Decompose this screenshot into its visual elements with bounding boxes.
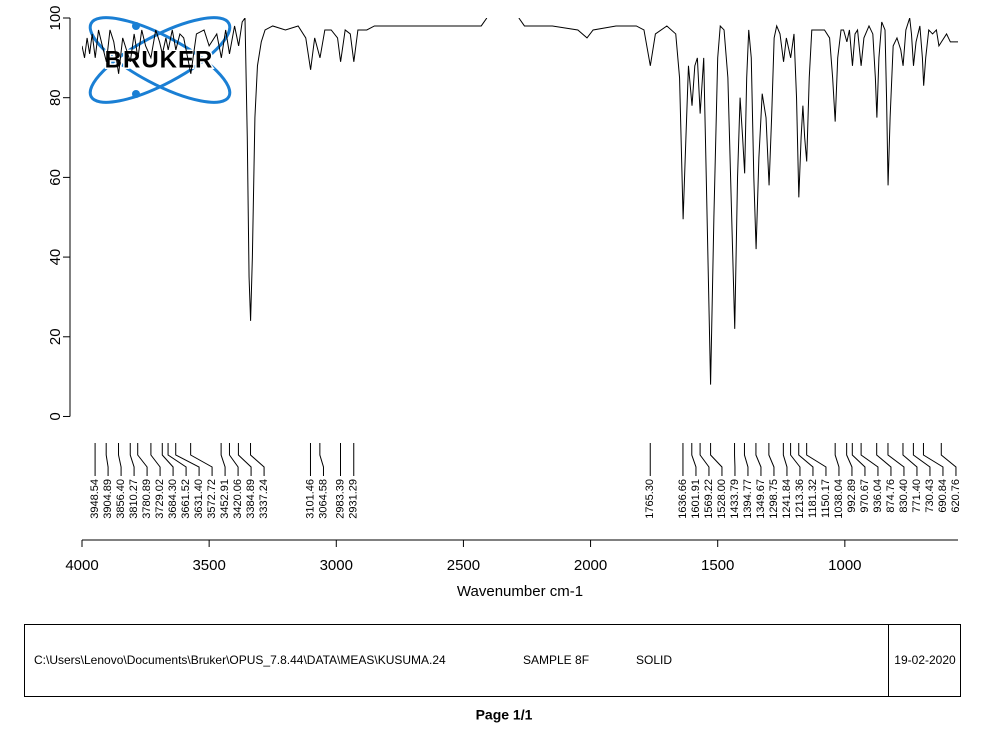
peak-label: 771.40 [911,479,923,513]
peak-label: 690.84 [937,479,949,513]
peak-label: 3661.52 [180,479,192,519]
peak-label: 3101.46 [304,479,316,519]
peak-label: 1394.77 [742,479,754,519]
peak-label: 1433.79 [729,479,741,519]
y-tick-label: 60 [47,169,64,186]
peak-label: 874.76 [885,479,897,513]
peak-label: 1601.91 [690,479,702,519]
peak-label: 1038.04 [833,479,845,519]
x-tick-label: 3000 [320,557,353,574]
peak-label: 3856.40 [115,479,127,519]
peak-label: 1349.67 [755,479,767,519]
y-tick-label: 40 [47,249,64,266]
peak-label: 3384.89 [245,479,257,519]
peak-label: 3810.27 [128,479,140,519]
x-tick-label: 2000 [574,557,607,574]
x-tick-label: 4000 [65,557,98,574]
peak-label: 3064.58 [317,479,329,519]
peak-label: 3420.06 [232,479,244,519]
y-tick-label: 20 [47,328,64,345]
peak-label: 3452.91 [219,479,231,519]
peak-label: 2931.29 [348,479,360,519]
peak-label: 1213.36 [794,479,806,519]
logo-dot [132,90,140,98]
footer-sample: SAMPLE 8F [523,653,589,667]
peak-label: 936.04 [872,479,884,513]
peak-label: 730.43 [924,479,936,513]
peak-label: 3684.30 [167,479,179,519]
peak-label: 1569.22 [703,479,715,519]
y-tick-label: 0 [47,412,64,420]
peak-label: 1528.00 [716,479,728,519]
peak-label: 1636.66 [677,479,689,519]
peak-label: 1181.32 [807,479,819,518]
peak-label: 830.40 [898,479,910,513]
peak-label: 620.76 [950,479,962,513]
footer-file: C:\Users\Lenovo\Documents\Bruker\OPUS_7.… [34,653,446,667]
peak-label: 2983.39 [334,479,346,519]
peak-label: 3572.72 [206,479,218,519]
x-axis-label: Wavenumber cm-1 [457,583,583,600]
peak-label: 970.67 [859,479,871,513]
peak-label: 3780.89 [141,479,153,519]
peak-label: 3948.54 [89,479,101,519]
peak-label: 1298.75 [768,479,780,519]
page-number: Page 1/1 [476,707,533,723]
y-tick-label: 80 [47,89,64,106]
y-tick-label: 100 [47,5,64,30]
peak-label: 1150.17 [820,479,832,518]
x-tick-label: 3500 [192,557,225,574]
x-tick-label: 1000 [828,557,861,574]
peak-label: 3337.24 [258,479,270,519]
peak-label: 1765.30 [644,479,656,519]
peak-label: 3904.89 [102,479,114,519]
footer-date: 19-02-2020 [894,653,956,667]
peak-label: 3729.02 [154,479,166,519]
footer-state: SOLID [636,653,672,667]
peak-label: 1241.84 [781,479,793,519]
x-tick-label: 2500 [447,557,480,574]
x-tick-label: 1500 [701,557,734,574]
logo-dot [132,22,140,30]
peak-label: 3631.40 [193,479,205,519]
peak-label: 992.89 [846,479,858,513]
